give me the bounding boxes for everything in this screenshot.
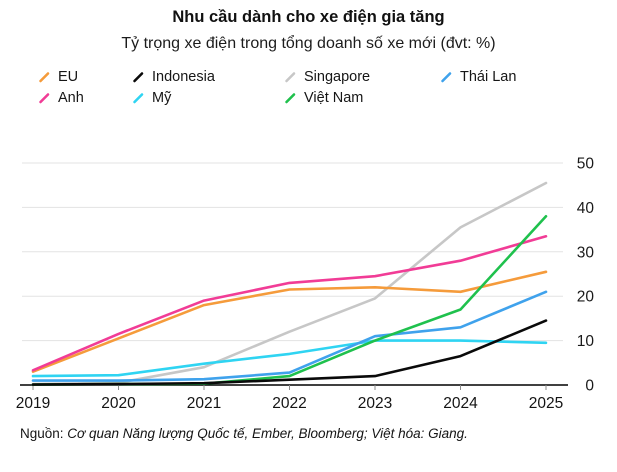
x-tick-label: 2025 [529,395,563,412]
series-line-eu [31,270,548,373]
legend-marker-anh [39,93,50,104]
legend-item-indonesia: Indonesia [132,69,284,85]
legend-item-thai-lan: Thái Lan [440,69,617,85]
source-note: Nguồn: Cơ quan Năng lượng Quốc tế, Ember… [20,426,468,441]
legend-label-indonesia: Indonesia [152,69,215,85]
chart-title: Nhu cầu dành cho xe điện gia tăng [172,8,445,26]
legend-marker-singapore [285,72,296,83]
x-tick-label: 2023 [358,395,392,412]
y-tick-label: 40 [577,200,595,217]
x-tick-label: 2021 [187,395,221,412]
chart-legend: EU Indonesia Singapore Thái Lan Anh Mỹ Việt Na… [38,69,617,106]
y-tick-label: 20 [577,289,595,306]
legend-item-anh: Anh [38,90,132,106]
series-line-indonesia [31,319,548,386]
y-axis-labels: 0 10 20 30 40 50 [577,156,595,395]
y-tick-label: 0 [585,378,594,395]
legend-marker-eu [39,72,50,83]
chart-subtitle: Tỷ trọng xe điện trong tổng doanh số xe … [121,35,496,52]
legend-marker-my [133,93,144,104]
gridlines [22,162,563,342]
x-tick-label: 2019 [16,395,50,412]
series-line-anh [31,235,548,372]
x-tick-label: 2020 [101,395,136,412]
legend-label-singapore: Singapore [304,69,371,85]
x-axis [20,384,568,390]
x-tick-label: 2022 [272,395,306,412]
y-tick-label: 10 [577,333,595,350]
source-prefix: Nguồn: [20,426,64,441]
line-chart: 0 10 20 30 40 50 2019 2020 2021 2022 2023 2024 2025 [16,156,595,413]
legend-marker-viet-nam [285,93,296,104]
legend-marker-indonesia [133,72,144,83]
legend-label-eu: EU [58,69,79,85]
legend-label-anh: Anh [58,90,84,106]
chart-plot-area: 0 10 20 30 40 50 2019 2020 2021 2022 2023 2024 2025 [0,137,617,415]
source-text: Cơ quan Năng lượng Quốc tế, Ember, Bloom… [63,426,468,441]
y-tick-label: 50 [577,156,595,173]
legend-label-viet-nam: Việt Nam [304,90,364,106]
legend-label-my: Mỹ [152,90,172,106]
legend-marker-thai-lan [441,72,452,83]
series-line-viet-nam [31,215,548,386]
x-axis-labels: 2019 2020 2021 2022 2023 2024 2025 [16,395,563,412]
series-lines [31,181,548,386]
series-line-thai-lan [31,290,548,382]
legend-item-singapore: Singapore [284,69,440,85]
x-tick-label: 2024 [443,395,478,412]
y-tick-label: 30 [577,244,595,261]
legend-item-eu: EU [38,69,132,85]
legend-label-thai-lan: Thái Lan [460,69,517,85]
legend-item-viet-nam: Việt Nam [284,90,440,106]
legend-item-my: Mỹ [132,90,284,106]
series-line-my [31,339,548,378]
